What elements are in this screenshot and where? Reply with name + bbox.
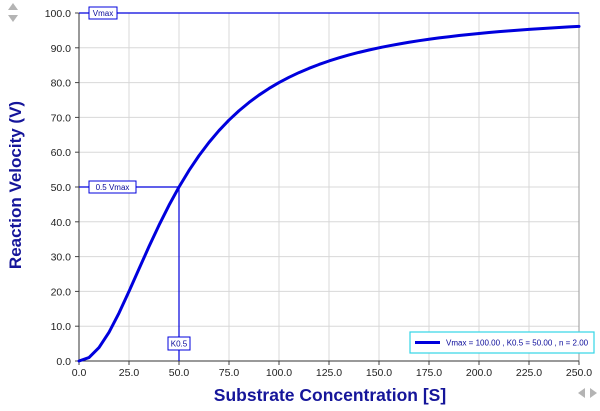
k05-label: K0.5 <box>171 340 188 349</box>
down-arrow-icon[interactable] <box>8 15 18 22</box>
plot-frame <box>75 12 580 365</box>
x-tick-label: 225.0 <box>516 367 542 379</box>
x-tick-label: 175.0 <box>416 367 442 379</box>
half-vmax-label-box <box>88 180 137 194</box>
y-tick-label: 60.0 <box>51 147 72 159</box>
y-tick-label: 40.0 <box>51 217 72 229</box>
legend-label: Vmax = 100.00 , K0.5 = 50.00 , n = 2.00 <box>446 339 589 348</box>
k05-label-box <box>167 336 191 351</box>
left-arrow-icon[interactable] <box>578 388 585 398</box>
y-tick-label: 10.0 <box>51 321 72 333</box>
half-vmax-label: 0.5 Vmax <box>96 183 130 192</box>
up-arrow-icon[interactable] <box>8 3 18 10</box>
vmax-label-box <box>88 6 118 20</box>
x-tick-label: 75.0 <box>219 367 240 379</box>
x-tick-label: 50.0 <box>169 367 190 379</box>
x-tick-label: 100.0 <box>266 367 292 379</box>
y-tick-label: 0.0 <box>56 356 71 368</box>
y-tick-label: 30.0 <box>51 252 72 264</box>
x-axis-title: Substrate Concentration [S] <box>214 385 446 405</box>
x-tick-label: 200.0 <box>466 367 492 379</box>
y-tick-label: 70.0 <box>51 112 72 124</box>
x-tick-label: 0.0 <box>72 367 87 379</box>
series-line <box>77 24 581 363</box>
x-tick-label: 125.0 <box>316 367 342 379</box>
legend: Vmax = 100.00 , K0.5 = 50.00 , n = 2.00 <box>409 331 595 354</box>
x-tick-label: 25.0 <box>119 367 140 379</box>
y-tick-label: 100.0 <box>45 8 71 20</box>
x-tick-label: 250.0 <box>566 367 592 379</box>
y-tick-label: 90.0 <box>51 43 72 55</box>
series-layer <box>77 24 581 363</box>
y-tick-label: 50.0 <box>51 182 72 194</box>
legend-box <box>409 331 595 354</box>
tick-labels: 0.0 25.0 50.0 75.0 100.0 125.0 150.0 175.0 200.0… <box>45 8 593 379</box>
x-tick-label: 150.0 <box>366 367 392 379</box>
right-arrow-icon[interactable] <box>590 388 597 398</box>
grid <box>79 13 579 361</box>
annotations-layer: Vmax 0.5 Vmax K0.5 <box>79 6 579 361</box>
vmax-label: Vmax <box>93 9 113 18</box>
y-tick-label: 20.0 <box>51 286 72 298</box>
y-axis-title: Reaction Velocity (V) <box>6 101 25 269</box>
y-tick-label: 80.0 <box>51 78 72 90</box>
